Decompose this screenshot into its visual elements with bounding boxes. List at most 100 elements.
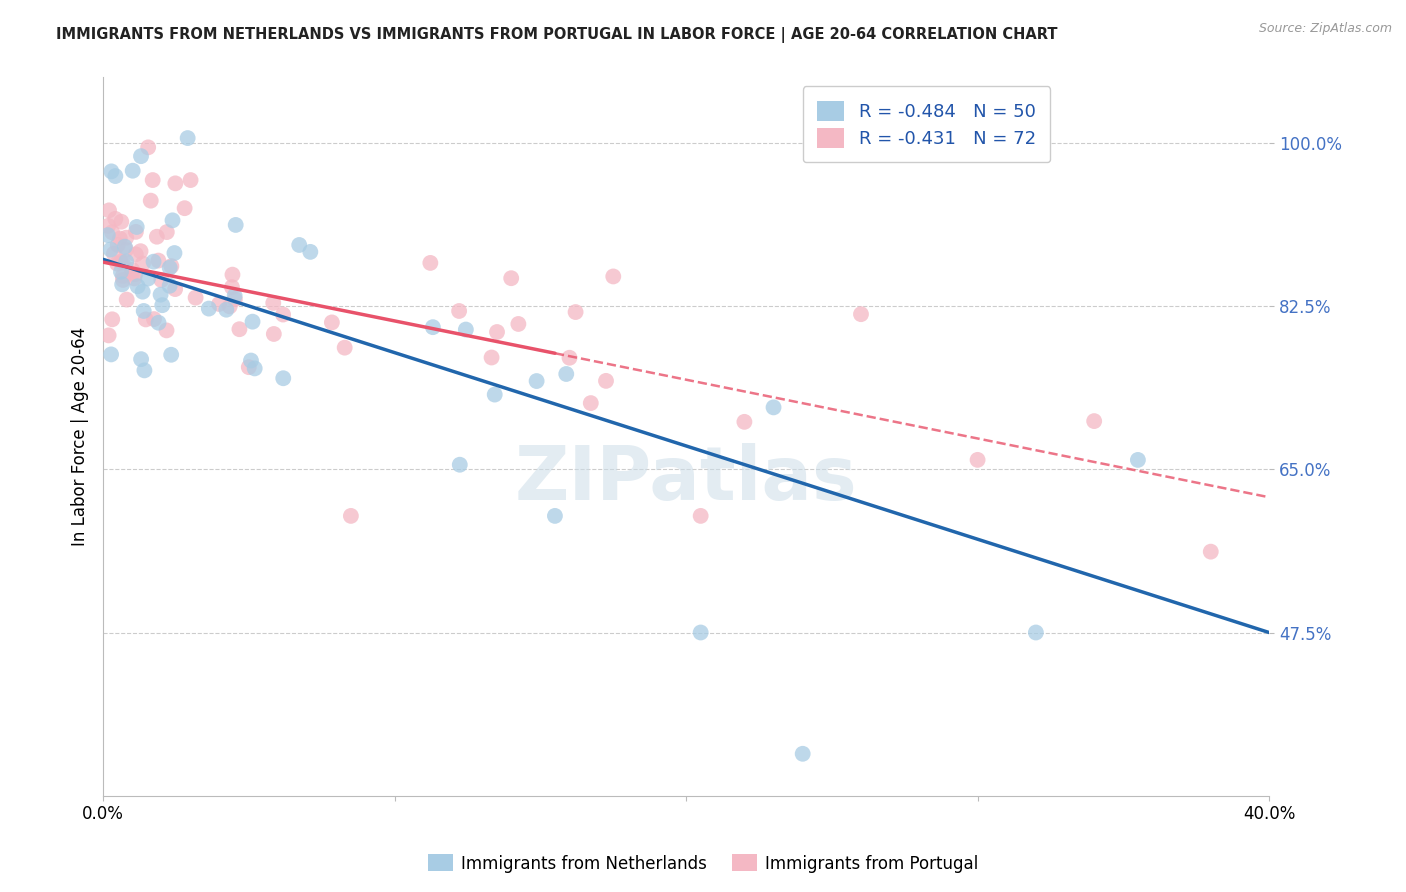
Point — [526, 374, 548, 388]
Point — [142, 254, 165, 268]
Point — [148, 316, 170, 330]
Point — [110, 254, 132, 268]
Point — [288, 238, 311, 252]
Point — [733, 415, 755, 429]
Point — [115, 243, 138, 257]
Point — [849, 307, 872, 321]
Point — [148, 253, 170, 268]
Point — [125, 225, 148, 239]
Point — [132, 256, 155, 270]
Point — [115, 230, 138, 244]
Point — [176, 131, 198, 145]
Point — [225, 218, 247, 232]
Point — [422, 320, 444, 334]
Point — [215, 302, 238, 317]
Point — [110, 215, 132, 229]
Point — [579, 396, 602, 410]
Point — [555, 367, 578, 381]
Point — [115, 254, 138, 268]
Point — [111, 277, 134, 292]
Point — [111, 268, 134, 283]
Point — [160, 259, 183, 273]
Point — [135, 312, 157, 326]
Point — [449, 304, 471, 318]
Point — [115, 293, 138, 307]
Point — [321, 315, 343, 329]
Point — [419, 256, 441, 270]
Point — [242, 315, 264, 329]
Point — [114, 239, 136, 253]
Point — [595, 374, 617, 388]
Point — [221, 280, 243, 294]
Point — [208, 297, 231, 311]
Point — [544, 508, 567, 523]
Point — [111, 273, 134, 287]
Point — [143, 312, 166, 326]
Point — [121, 267, 143, 281]
Point — [1025, 625, 1047, 640]
Point — [449, 458, 471, 472]
Point — [340, 508, 363, 523]
Point — [165, 177, 187, 191]
Point — [221, 268, 243, 282]
Point — [564, 305, 586, 319]
Point — [100, 164, 122, 178]
Point — [160, 348, 183, 362]
Point — [101, 225, 124, 239]
Point — [163, 246, 186, 260]
Y-axis label: In Labor Force | Age 20-64: In Labor Force | Age 20-64 — [72, 327, 89, 546]
Point — [198, 301, 221, 316]
Point — [159, 278, 181, 293]
Point — [97, 228, 120, 243]
Point — [240, 353, 263, 368]
Point — [263, 326, 285, 341]
Point — [184, 291, 207, 305]
Point — [262, 296, 284, 310]
Point — [121, 163, 143, 178]
Point — [104, 169, 127, 183]
Point — [125, 247, 148, 261]
Point — [121, 263, 143, 277]
Point — [966, 453, 988, 467]
Point — [110, 265, 132, 279]
Point — [127, 279, 149, 293]
Point — [97, 328, 120, 343]
Point — [122, 271, 145, 285]
Legend: R = -0.484   N = 50, R = -0.431   N = 72: R = -0.484 N = 50, R = -0.431 N = 72 — [803, 87, 1050, 162]
Point — [131, 285, 153, 299]
Point — [602, 269, 624, 284]
Point — [689, 508, 711, 523]
Point — [224, 289, 246, 303]
Point — [1083, 414, 1105, 428]
Point — [1126, 453, 1149, 467]
Point — [173, 201, 195, 215]
Point — [129, 352, 152, 367]
Point — [689, 625, 711, 640]
Point — [111, 255, 134, 269]
Point — [139, 194, 162, 208]
Point — [481, 351, 503, 365]
Point — [218, 299, 240, 313]
Point — [104, 211, 127, 226]
Point — [162, 213, 184, 227]
Point — [156, 225, 179, 239]
Point — [101, 312, 124, 326]
Point — [180, 173, 202, 187]
Point — [224, 292, 246, 306]
Point — [333, 341, 356, 355]
Point — [558, 351, 581, 365]
Point — [132, 304, 155, 318]
Point — [125, 219, 148, 234]
Point — [100, 347, 122, 361]
Point — [792, 747, 814, 761]
Point — [454, 322, 477, 336]
Point — [486, 325, 509, 339]
Point — [107, 238, 129, 252]
Point — [105, 256, 128, 270]
Point — [1199, 544, 1222, 558]
Point — [501, 271, 523, 285]
Point — [146, 229, 169, 244]
Text: Source: ZipAtlas.com: Source: ZipAtlas.com — [1258, 22, 1392, 36]
Point — [484, 387, 506, 401]
Point — [762, 401, 785, 415]
